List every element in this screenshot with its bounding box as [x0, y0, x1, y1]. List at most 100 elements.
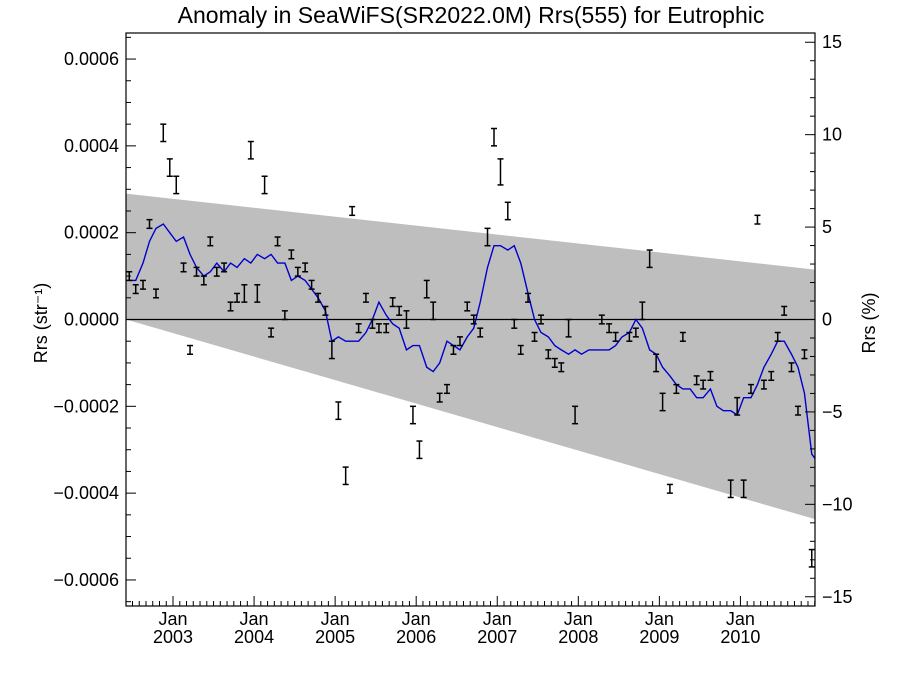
error-bar [545, 349, 552, 360]
y-tick-label-left: 0.0006 [64, 49, 119, 69]
error-bar [612, 331, 619, 342]
x-tick-label-month: Jan [645, 609, 674, 629]
error-bar [504, 201, 511, 221]
error-bar [450, 344, 457, 355]
error-bar [456, 336, 463, 347]
error-bar [443, 383, 450, 395]
x-tick-label-year: 2006 [396, 627, 436, 647]
error-bar [774, 331, 781, 342]
error-bar [274, 236, 281, 247]
y-tick-label-left: 0.0000 [64, 310, 119, 330]
error-bar [288, 249, 295, 260]
error-bar [430, 301, 437, 321]
x-tick-label-month: Jan [240, 609, 269, 629]
error-bar [794, 405, 801, 416]
error-bar [747, 383, 754, 395]
error-bar [221, 262, 228, 273]
error-bar [679, 331, 686, 342]
x-tick-label-year: 2009 [639, 627, 679, 647]
error-bar [525, 292, 532, 303]
x-tick-label-month: Jan [483, 609, 512, 629]
smoothed-anomaly-line [129, 223, 816, 459]
y-tick-label-right: −15 [822, 587, 853, 607]
error-bar [768, 370, 775, 382]
y-tick-label-left: −0.0004 [53, 483, 119, 503]
error-bar [497, 158, 504, 186]
y-tick-label-left: −0.0002 [53, 396, 119, 416]
error-bar [173, 175, 180, 195]
error-bar [801, 349, 808, 360]
error-bar [193, 266, 200, 277]
error-bar [241, 284, 248, 303]
error-bar [626, 331, 633, 342]
error-bar [646, 249, 653, 269]
error-bar [693, 375, 700, 386]
y-tick-label-right: 15 [822, 32, 842, 52]
error-bar [416, 440, 423, 460]
error-bar [328, 340, 335, 360]
error-bar [606, 323, 613, 334]
error-bar [375, 323, 382, 334]
error-bar [734, 396, 741, 416]
error-bar [700, 379, 707, 390]
error-bar [383, 323, 390, 334]
y-axis-label-right: Rrs (%) [859, 293, 879, 354]
error-bar [565, 318, 572, 338]
confidence-band [126, 193, 815, 520]
error-bar [152, 288, 159, 299]
error-bar [760, 379, 767, 390]
x-tick-label-year: 2004 [234, 627, 274, 647]
error-bar [740, 479, 747, 499]
error-bar [673, 383, 680, 395]
y-tick-label-left: 0.0004 [64, 136, 119, 156]
error-bar [517, 344, 524, 355]
error-bar [477, 327, 484, 338]
error-bar [531, 331, 538, 342]
error-bar [335, 401, 342, 421]
x-tick-label-year: 2010 [720, 627, 760, 647]
error-bar [632, 327, 639, 338]
error-bar [788, 362, 795, 373]
error-bar [342, 466, 349, 486]
error-bar [227, 301, 234, 312]
error-bar [409, 405, 416, 425]
error-bar [234, 292, 241, 303]
x-tick-label-year: 2003 [153, 627, 193, 647]
error-bar [572, 405, 579, 425]
error-bar [362, 292, 369, 303]
error-bar [369, 318, 376, 329]
error-bar [180, 262, 187, 273]
y-tick-label-right: −5 [822, 402, 843, 422]
x-tick-label-month: Jan [402, 609, 431, 629]
error-bar [315, 292, 322, 303]
error-bar [281, 310, 288, 321]
error-bar [639, 301, 646, 321]
error-bar [653, 353, 660, 373]
chart-title: Anomaly in SeaWiFS(SR2022.0M) Rrs(555) f… [178, 2, 765, 28]
error-bar [349, 205, 356, 217]
error-bar [464, 301, 471, 312]
error-bar [207, 236, 214, 247]
x-tick-label-year: 2005 [315, 627, 355, 647]
error-bar [396, 305, 403, 316]
y-tick-label-right: −10 [822, 494, 853, 514]
error-bar [484, 227, 491, 247]
y-tick-label-right: 0 [822, 310, 832, 330]
error-bar [166, 158, 173, 177]
x-tick-label-year: 2007 [477, 627, 517, 647]
error-bar [146, 218, 153, 230]
y-axis-label-left: Rrs (str⁻¹) [31, 283, 51, 363]
error-bar [551, 357, 558, 368]
plot-area [126, 123, 816, 568]
error-bar [140, 279, 147, 290]
error-bar [261, 175, 268, 195]
y-tick-label-right: 5 [822, 217, 832, 237]
error-bar [308, 279, 315, 290]
x-tick-label-month: Jan [158, 609, 187, 629]
error-bar [302, 262, 309, 273]
x-tick-label-month: Jan [321, 609, 350, 629]
error-bar [659, 392, 666, 412]
x-tick-label-year: 2008 [558, 627, 598, 647]
y-tick-label-left: 0.0002 [64, 223, 119, 243]
